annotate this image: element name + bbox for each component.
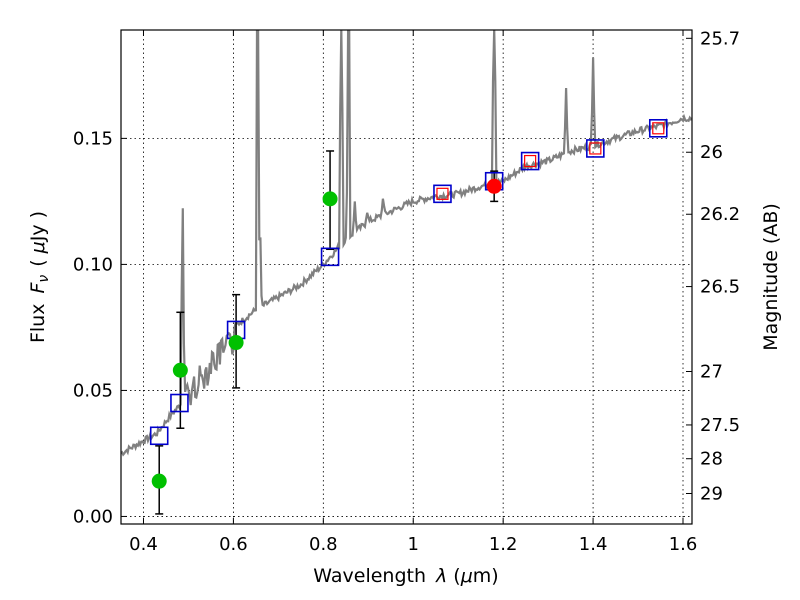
model-photometry-squares [149,118,668,446]
x-tick-label: 1.2 [489,534,518,555]
y-axis-label: FluxFν(μJy ) [27,211,52,343]
y2-tick-label: 28 [700,449,723,470]
model-square [170,393,189,413]
red-square [652,122,665,135]
plot-frame [120,29,693,525]
y2-axis-label: Magnitude (AB) [760,203,782,351]
y-tick-label: 0.00 [73,506,113,527]
red-square [436,187,449,200]
y2-tick-label: 27 [700,362,723,383]
y2-tick-label: 26.2 [700,204,740,225]
y-tick-label: 0.10 [73,254,113,275]
y2-tick-label: 27.5 [700,415,740,436]
y2-tick-label: 26.5 [700,277,740,298]
model-spectrum [121,30,692,457]
model-square [149,426,169,446]
x-tick-label: 1.4 [579,534,608,555]
x-tick-label: 0.8 [309,534,338,555]
model-square [520,151,540,171]
y2-tick-label: 26 [700,142,723,163]
y2-tick-label: 29 [700,484,723,505]
red-square [589,142,602,155]
x-tick-label: 1 [408,534,419,555]
observed-point [151,473,167,489]
observed-photometry-points [151,178,502,489]
observed-point [322,191,338,207]
x-tick-label: 0.6 [219,534,248,555]
y-tick-label: 0.05 [73,380,113,401]
red-square [524,154,537,168]
x-tick-label: 1.6 [669,534,698,555]
observed-point [228,335,244,351]
y2-tick-label: 25.7 [700,28,740,49]
model-square [433,184,452,204]
x-axis-label: Wavelength λ (μm) [313,565,498,587]
model-square [586,139,605,158]
spectrum-line [121,30,692,457]
model-square [648,118,668,138]
axis-ticks: 0.4 0.6 0.8 1 1.2 1.4 1.6 0.00 0.05 0.10 0.15 25.7 2… [73,28,740,555]
observed-point [486,178,502,194]
y-tick-label: 0.15 [73,128,113,149]
observed-point [172,362,188,378]
model-square [320,247,340,267]
x-tick-label: 0.4 [129,534,158,555]
